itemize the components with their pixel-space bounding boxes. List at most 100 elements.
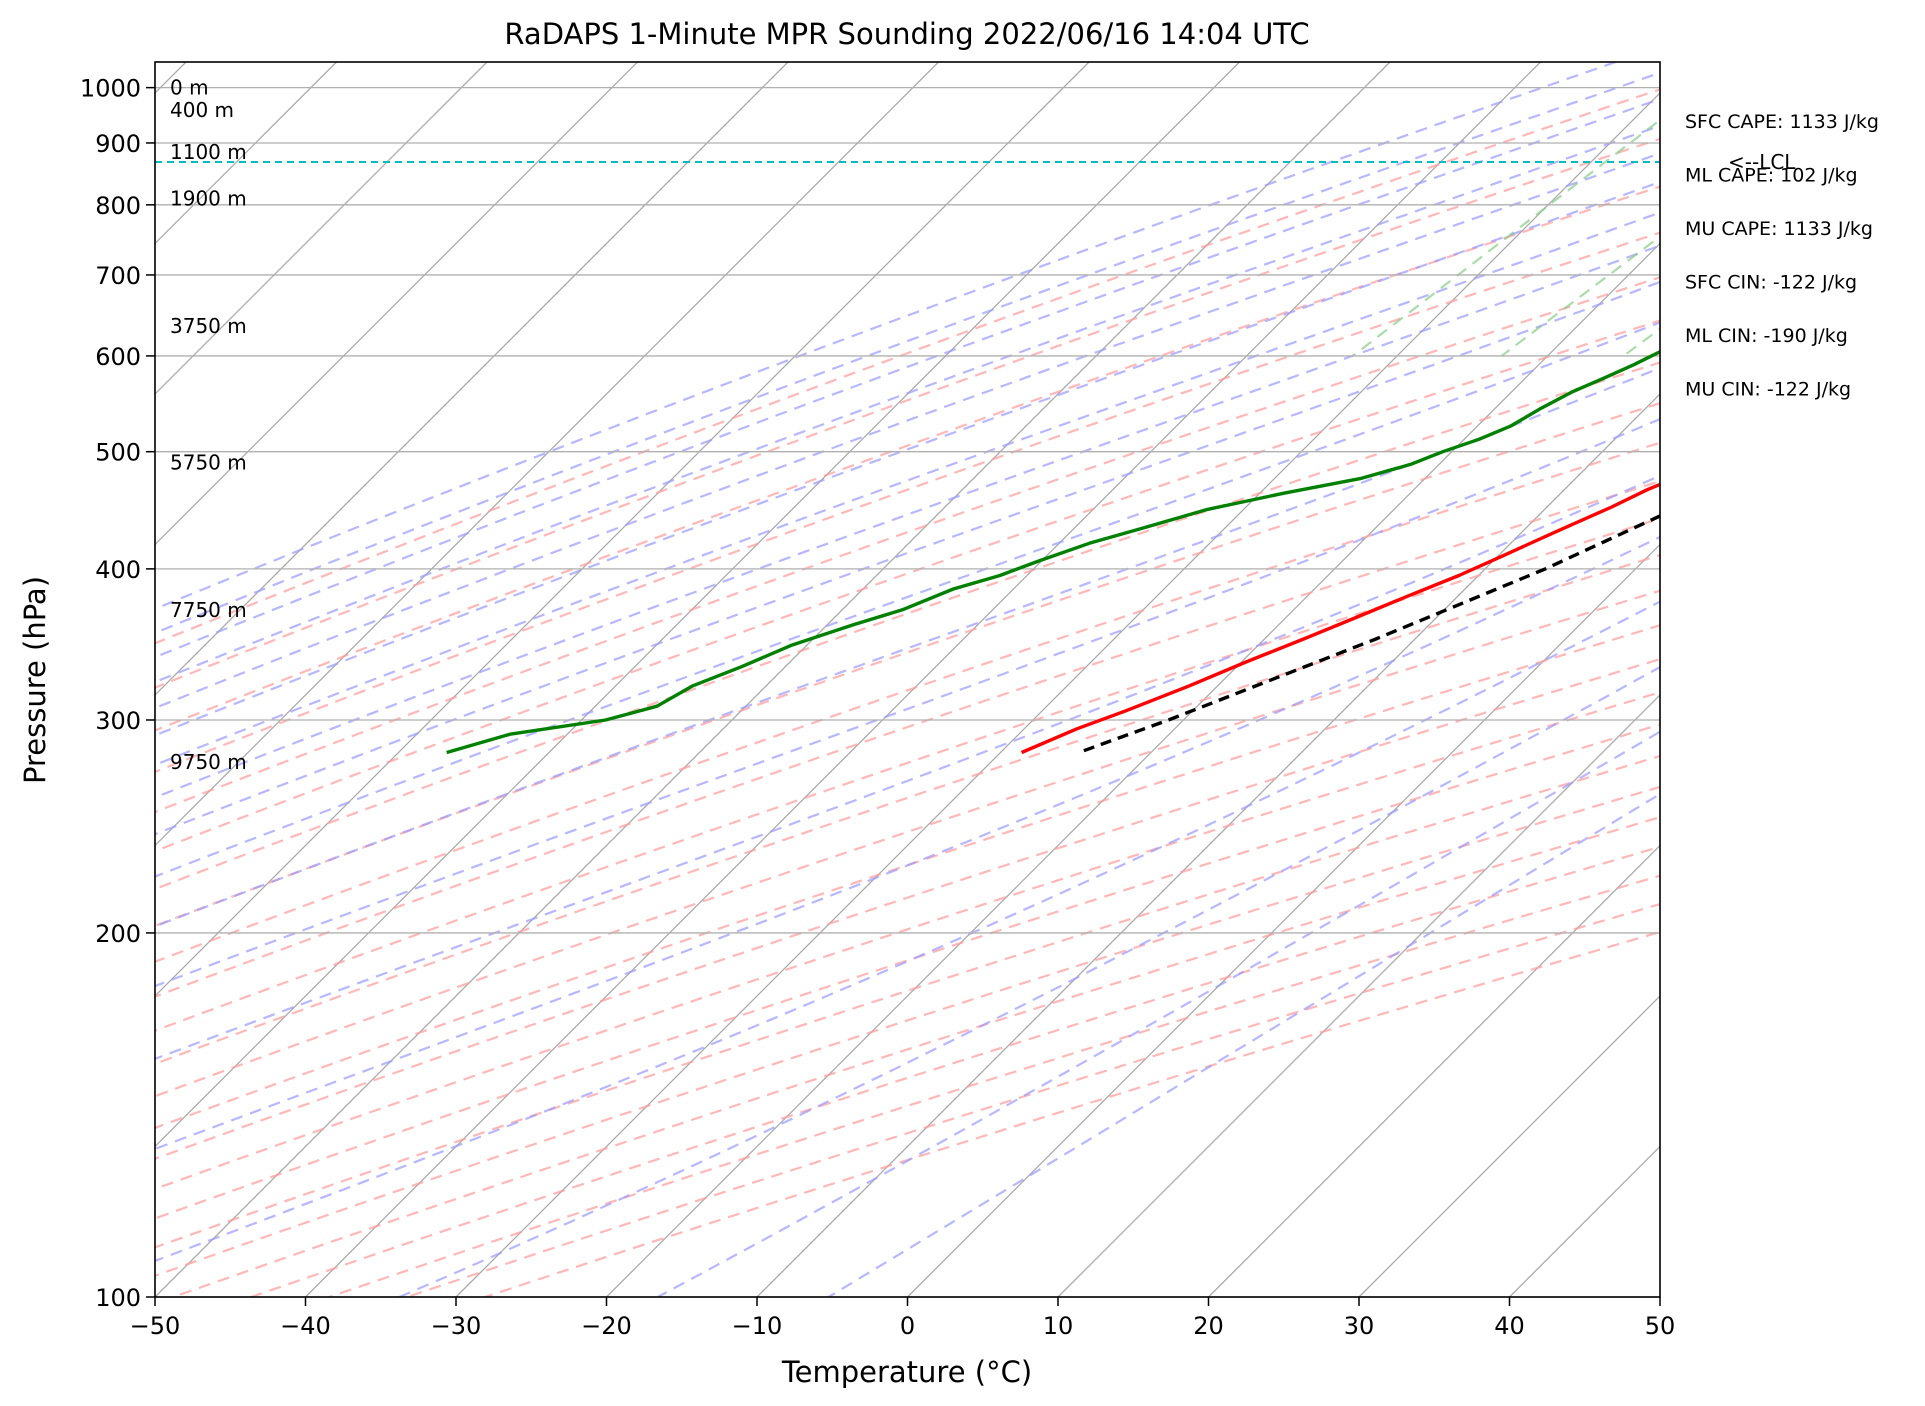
isotherm-line bbox=[155, 62, 789, 696]
moist-adiabat-line bbox=[155, 244, 1660, 799]
moist-adiabat-line bbox=[155, 280, 1660, 836]
series-group bbox=[446, 349, 1660, 755]
dry-adiabat-line bbox=[155, 723, 1660, 1220]
x-tick-label: 20 bbox=[1193, 1312, 1224, 1340]
isotherm-line bbox=[155, 62, 1240, 1148]
mixing-ratio-line bbox=[1622, 327, 1660, 357]
moist-adiabat-line bbox=[657, 730, 1660, 1297]
x-tick-label: 30 bbox=[1344, 1312, 1375, 1340]
lcl-label: <--LCL bbox=[1728, 150, 1796, 174]
moist-adiabat-line bbox=[155, 97, 1660, 659]
dry-adiabat-line bbox=[155, 553, 1660, 1065]
y-tick-label: 200 bbox=[95, 920, 141, 948]
y-axis-ticks: 100 200 300 400 500 600 700 800 900 1000 bbox=[80, 75, 155, 1312]
y-axis-label: Pressure (hPa) bbox=[18, 576, 52, 784]
dry-adiabat-line bbox=[155, 480, 1660, 998]
isotherm-line bbox=[155, 62, 1090, 997]
dry-adiabat-line bbox=[406, 903, 1660, 1297]
height-label: 9750 m bbox=[170, 750, 247, 774]
isotherm-line bbox=[1057, 694, 1660, 1297]
height-label: 400 m bbox=[170, 98, 234, 122]
chart-title: RaDAPS 1-Minute MPR Sounding 2022/06/16 … bbox=[504, 17, 1309, 51]
x-axis-ticks: −50 −40 −30 −20 −10 0 10 20 30 40 50 bbox=[130, 1297, 1676, 1340]
dry-adiabat-line bbox=[172, 815, 1660, 1297]
moist-adiabat-line bbox=[155, 600, 1660, 1263]
x-tick-label: 50 bbox=[1645, 1312, 1676, 1340]
temperature-profile-line bbox=[1020, 482, 1660, 755]
x-tick-label: −10 bbox=[732, 1312, 783, 1340]
isotherm-line bbox=[907, 543, 1660, 1297]
moist-adiabat-line bbox=[827, 792, 1660, 1297]
y-tick-label: 600 bbox=[95, 343, 141, 371]
isotherm-line bbox=[455, 92, 1660, 1297]
parcel-path-line bbox=[1078, 514, 1660, 755]
x-tick-label: −50 bbox=[130, 1312, 181, 1340]
height-label: 5750 m bbox=[170, 450, 247, 474]
isotherm-line bbox=[1358, 995, 1660, 1297]
index-label: ML CIN: -190 J/kg bbox=[1685, 325, 1848, 347]
mixing-ratio-line bbox=[1500, 235, 1660, 357]
index-label: ML CAPE: 102 J/kg bbox=[1685, 165, 1858, 187]
isotherm-line bbox=[1659, 1296, 1660, 1297]
dry-adiabat-line bbox=[328, 874, 1660, 1297]
height-label: 3750 m bbox=[170, 314, 247, 338]
y-tick-label: 700 bbox=[95, 262, 141, 290]
dry-adiabat-line bbox=[155, 185, 1660, 732]
dewpoint-profile-line bbox=[446, 349, 1660, 755]
y-tick-label: 1000 bbox=[80, 75, 141, 103]
height-label: 0 m bbox=[170, 76, 209, 100]
height-label: 1100 m bbox=[170, 140, 247, 164]
indices-panel: SFC CAPE: 1133 J/kg ML CAPE: 102 J/kg MU C… bbox=[1685, 111, 1879, 401]
moist-adiabat-line bbox=[155, 321, 1660, 878]
background-lines bbox=[155, 62, 1925, 1297]
isotherm-line bbox=[305, 62, 1541, 1297]
dry-adiabat-line bbox=[155, 231, 1660, 774]
isotherm-line bbox=[155, 62, 1391, 1297]
height-label: 7750 m bbox=[170, 598, 247, 622]
moist-adiabat-line bbox=[155, 62, 1617, 611]
dry-adiabat-line bbox=[155, 319, 1660, 853]
moist-adiabat-line bbox=[155, 180, 1660, 737]
dry-adiabat-line bbox=[155, 785, 1660, 1277]
dry-adiabat-line bbox=[155, 276, 1660, 814]
mixing-ratio-line bbox=[1754, 62, 1925, 356]
moist-adiabat-line bbox=[155, 535, 1660, 1151]
mixing-ratio-line bbox=[1352, 118, 1660, 357]
isotherm-line bbox=[155, 62, 939, 847]
plot-frame bbox=[154, 61, 1661, 1298]
y-tick-label: 300 bbox=[95, 707, 141, 735]
y-tick-label: 800 bbox=[95, 192, 141, 220]
isotherm-line bbox=[1811, 62, 1925, 1297]
isotherm-line bbox=[606, 242, 1660, 1297]
isotherm-line bbox=[155, 62, 488, 395]
moist-adiabat-line bbox=[155, 211, 1660, 767]
x-tick-label: 0 bbox=[900, 1312, 915, 1340]
x-tick-label: −30 bbox=[431, 1312, 482, 1340]
isotherm-line bbox=[1208, 844, 1660, 1297]
isotherm-line bbox=[1509, 1145, 1660, 1297]
x-tick-label: 40 bbox=[1494, 1312, 1525, 1340]
moist-adiabat-line bbox=[155, 152, 1660, 710]
index-label: SFC CIN: -122 J/kg bbox=[1685, 272, 1857, 294]
y-tick-label: 900 bbox=[95, 130, 141, 158]
moist-adiabat-line bbox=[155, 417, 1660, 988]
index-label: MU CAPE: 1133 J/kg bbox=[1685, 218, 1873, 240]
mixing-ratio-line bbox=[1867, 62, 1925, 356]
pressure-gridlines bbox=[155, 86, 1660, 1298]
y-tick-label: 400 bbox=[95, 556, 141, 584]
moist-adiabat-line bbox=[155, 124, 1660, 684]
y-tick-label: 100 bbox=[95, 1284, 141, 1312]
moist-adiabat-line bbox=[155, 71, 1660, 635]
x-tick-label: 10 bbox=[1043, 1312, 1074, 1340]
dry-adiabat-line bbox=[155, 88, 1660, 645]
isotherm-line bbox=[155, 62, 638, 546]
y-tick-label: 500 bbox=[95, 439, 141, 467]
height-label: 1900 m bbox=[170, 186, 247, 210]
index-label: SFC CAPE: 1133 J/kg bbox=[1685, 111, 1879, 133]
dry-adiabat-line bbox=[155, 361, 1660, 891]
x-tick-label: −20 bbox=[581, 1312, 632, 1340]
dry-adiabat-line bbox=[155, 658, 1660, 1160]
dry-adiabat-line bbox=[155, 402, 1660, 928]
index-label: MU CIN: -122 J/kg bbox=[1685, 379, 1851, 401]
